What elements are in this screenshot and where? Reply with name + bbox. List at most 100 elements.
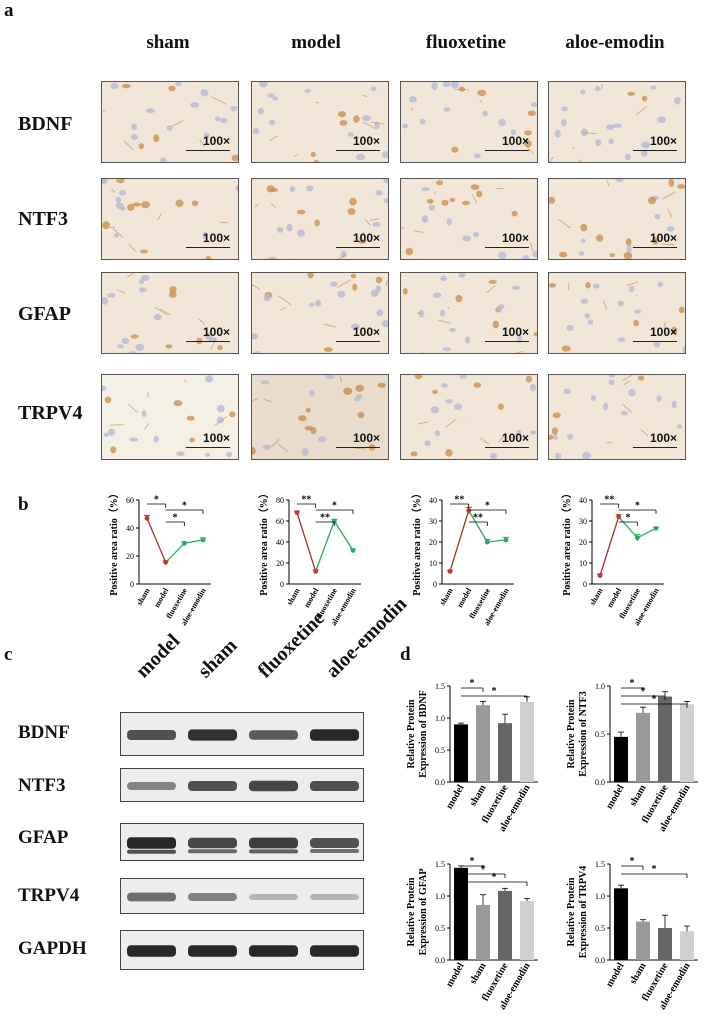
cell-nucleus xyxy=(352,283,358,291)
cell-process xyxy=(661,243,675,246)
cell-nucleus xyxy=(350,323,360,330)
tissue-texture xyxy=(102,179,238,259)
cell-nucleus xyxy=(383,179,388,184)
bar xyxy=(520,702,534,782)
y-axis-label: Expression of TRPV4 xyxy=(578,866,589,958)
tissue-texture xyxy=(549,375,687,459)
scale-bar xyxy=(485,340,529,342)
cell-process xyxy=(401,226,406,230)
cell-nucleus xyxy=(654,213,661,220)
cell-nucleus xyxy=(516,429,522,436)
cell-nucleus xyxy=(627,91,636,96)
significance-label: * xyxy=(470,678,475,689)
magnification-label: 100× xyxy=(202,231,230,245)
cell-process xyxy=(479,437,490,445)
cell-nucleus xyxy=(524,130,532,136)
cell-nucleus xyxy=(440,275,447,282)
cell-nucleus xyxy=(552,434,558,440)
cell-nucleus xyxy=(608,375,615,378)
cell-nucleus xyxy=(304,88,311,93)
tissue-texture xyxy=(401,82,537,159)
cell-nucleus xyxy=(458,273,466,278)
cell-nucleus xyxy=(441,383,448,388)
cell-nucleus xyxy=(102,385,107,391)
line-chart-gfap-area: 0 10 20 30 40 Positive area ratio（%） sham model… xyxy=(410,488,514,627)
y-tick-label: 1.0 xyxy=(435,892,445,901)
tissue-texture xyxy=(255,179,388,259)
cell-nucleus xyxy=(421,187,430,192)
scale-bar xyxy=(633,446,677,448)
cell-nucleus xyxy=(323,347,333,352)
cell-nucleus xyxy=(103,432,109,437)
cell-nucleus xyxy=(402,288,408,295)
cell-nucleus xyxy=(430,406,440,414)
cell-nucleus xyxy=(230,105,238,112)
cell-nucleus xyxy=(488,279,497,284)
cell-nucleus xyxy=(337,111,347,118)
cell-nucleus xyxy=(625,238,632,246)
cell-process xyxy=(255,203,259,208)
significance-label: ** xyxy=(454,495,464,506)
y-tick-label: 30 xyxy=(429,517,437,526)
cell-nucleus xyxy=(140,249,148,254)
cell-nucleus xyxy=(555,452,562,459)
blot-row-label: TRPV4 xyxy=(18,885,80,906)
cell-process xyxy=(640,429,649,437)
cell-process xyxy=(271,438,280,448)
cell-nucleus xyxy=(297,229,305,237)
cell-nucleus xyxy=(470,184,480,190)
cell-nucleus xyxy=(426,198,434,204)
blot-band xyxy=(127,782,176,790)
blot-band xyxy=(188,837,237,849)
ihc-micrograph: 100× xyxy=(548,178,686,260)
cell-nucleus xyxy=(204,375,214,383)
cell-nucleus xyxy=(354,397,361,402)
cell-nucleus xyxy=(340,250,347,258)
data-point xyxy=(313,569,319,574)
data-point xyxy=(144,515,150,521)
cell-nucleus xyxy=(370,86,377,92)
bar xyxy=(498,890,512,960)
cell-nucleus xyxy=(226,451,233,458)
ihc-column-header: fluoxetine xyxy=(425,32,507,53)
cell-nucleus xyxy=(343,387,353,395)
cell-nucleus xyxy=(428,204,435,211)
cell-nucleus xyxy=(580,298,588,304)
cell-nucleus xyxy=(595,139,602,147)
cell-nucleus xyxy=(527,110,536,117)
cell-nucleus xyxy=(405,247,414,256)
cell-nucleus xyxy=(141,274,150,282)
cell-nucleus xyxy=(301,448,309,456)
data-point xyxy=(181,541,187,546)
cell-nucleus xyxy=(168,291,177,298)
blot-band xyxy=(127,945,176,957)
magnification-label: 100× xyxy=(202,325,230,339)
y-tick-label: 10 xyxy=(579,559,587,568)
blot-lane-label: model xyxy=(131,629,185,683)
cell-process xyxy=(410,106,414,111)
cell-process xyxy=(157,212,163,221)
x-tick-label: sham xyxy=(438,586,455,607)
cell-nucleus xyxy=(674,97,681,105)
cell-process xyxy=(485,285,496,294)
cell-nucleus xyxy=(617,337,626,342)
ihc-micrograph: 100× xyxy=(251,81,389,163)
cell-process xyxy=(622,403,633,413)
cell-nucleus xyxy=(492,320,499,329)
cell-process xyxy=(622,375,633,382)
cell-nucleus xyxy=(169,286,177,293)
cell-nucleus xyxy=(473,232,479,237)
cell-nucleus xyxy=(648,196,656,205)
cell-nucleus xyxy=(153,134,160,143)
cell-nucleus xyxy=(102,297,109,305)
ihc-column-header: model xyxy=(291,32,341,53)
cell-nucleus xyxy=(175,199,184,207)
ihc-micrograph: 100× xyxy=(251,178,389,260)
ihc-row-label: BDNF xyxy=(18,113,73,135)
cell-nucleus xyxy=(107,292,116,298)
cell-process xyxy=(362,121,376,130)
cell-process xyxy=(686,430,687,433)
cell-nucleus xyxy=(498,403,504,410)
data-point xyxy=(350,548,356,553)
cell-nucleus xyxy=(580,128,588,137)
